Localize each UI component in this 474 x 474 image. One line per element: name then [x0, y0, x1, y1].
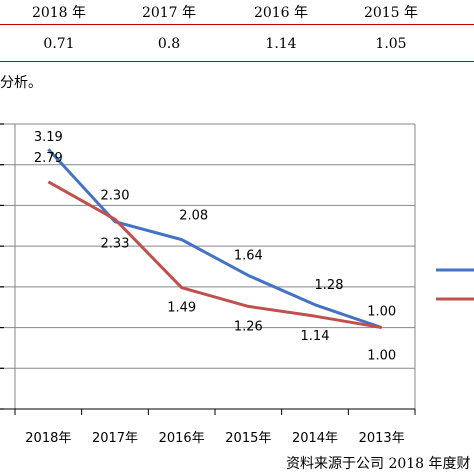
data-label: 1.49 — [167, 301, 196, 316]
x-tick-label: 2017年 — [92, 431, 138, 446]
table-value-2017: 0.8 — [157, 36, 181, 52]
table-value-2015: 1.05 — [375, 36, 407, 52]
source-note: 资料来源于公司 2018 年度财 — [286, 456, 471, 472]
data-label: 1.28 — [315, 278, 344, 293]
data-label: 2.30 — [101, 189, 130, 204]
data-label: 2.08 — [179, 209, 208, 224]
table-header-2015: 2015 年 — [363, 5, 419, 21]
x-tick-label: 2015年 — [225, 431, 271, 446]
table-value-2016: 1.14 — [265, 36, 297, 52]
x-tick-label: 2018年 — [25, 431, 71, 446]
data-label: 1.26 — [234, 319, 263, 334]
series-2-line — [47, 180, 382, 330]
data-label: 2.79 — [34, 151, 63, 166]
table-header-row: 2018 年 2017 年 2016 年 2015 年 — [0, 0, 474, 25]
table-header-2018: 2018 年 — [31, 5, 87, 21]
data-label: 1.14 — [301, 329, 330, 344]
table-value-row: 0.71 0.8 1.14 1.05 — [0, 25, 474, 62]
caption-text: 分析。 — [0, 75, 42, 91]
table-value-2018: 0.71 — [43, 36, 75, 52]
x-tick-label: 2014年 — [292, 431, 338, 446]
series-1-line — [47, 148, 383, 329]
table-header-2016: 2016 年 — [253, 5, 309, 21]
data-label: 1.64 — [234, 248, 263, 263]
data-label: 1.00 — [367, 305, 396, 320]
x-tick-label: 2016年 — [159, 431, 205, 446]
data-label: 2.33 — [101, 236, 130, 251]
data-label: 1.00 — [367, 349, 396, 364]
x-tick-label: 2013年 — [359, 431, 405, 446]
data-label: 3.19 — [34, 130, 63, 145]
table-header-2017: 2017 年 — [141, 5, 197, 21]
